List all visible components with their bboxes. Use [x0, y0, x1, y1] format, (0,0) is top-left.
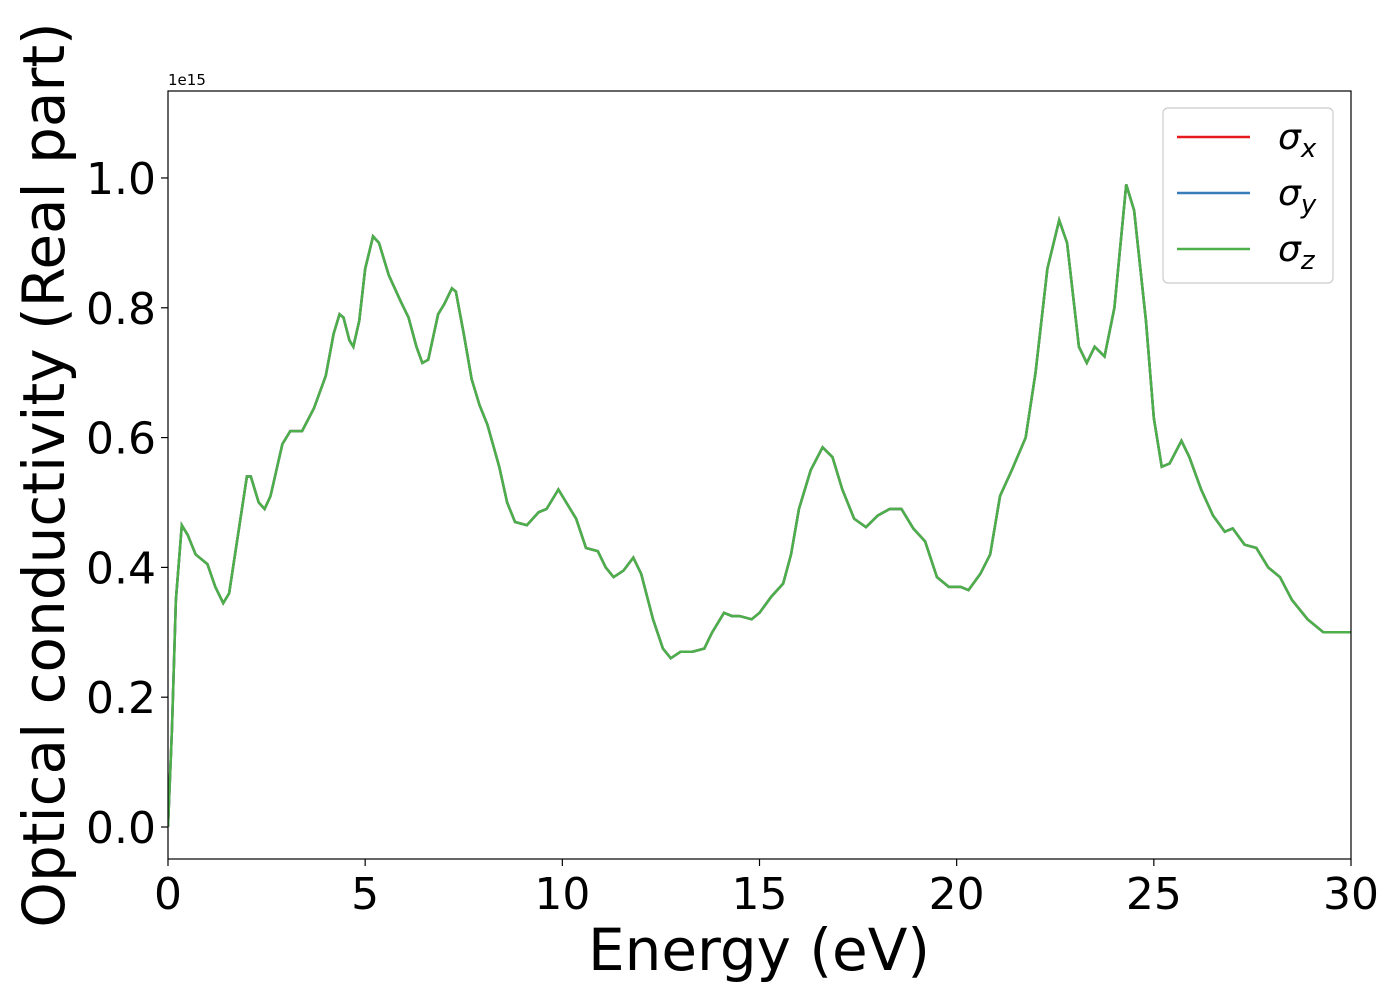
legend-label: σz: [1278, 229, 1316, 276]
plot-frame: [167, 90, 1352, 860]
y-tick-label: 0.0: [86, 803, 156, 854]
x-tick-label: 10: [534, 869, 590, 920]
x-tick-label: 20: [929, 869, 985, 920]
y-axis-label: Optical conductivity (Real part): [10, 22, 78, 927]
x-tick-label: 25: [1126, 869, 1182, 920]
y-tick-label: 0.6: [86, 414, 156, 465]
legend-label: σx: [1278, 117, 1317, 164]
x-axis-label: Energy (eV): [588, 916, 930, 984]
y-tick-label: 1.0: [86, 154, 156, 205]
y-tick-label: 0.2: [86, 673, 156, 724]
x-tick-label: 5: [351, 869, 379, 920]
x-tick-label: 15: [732, 869, 788, 920]
x-tick-label: 30: [1323, 869, 1379, 920]
y-tick-label: 0.4: [86, 543, 156, 594]
legend-box: [1162, 107, 1334, 284]
y-tick-label: 0.8: [86, 284, 156, 335]
data-line: [168, 184, 1351, 828]
x-tick-label: 0: [154, 869, 182, 920]
legend-label: σy: [1278, 173, 1317, 220]
offset-label: 1e15: [168, 71, 206, 89]
